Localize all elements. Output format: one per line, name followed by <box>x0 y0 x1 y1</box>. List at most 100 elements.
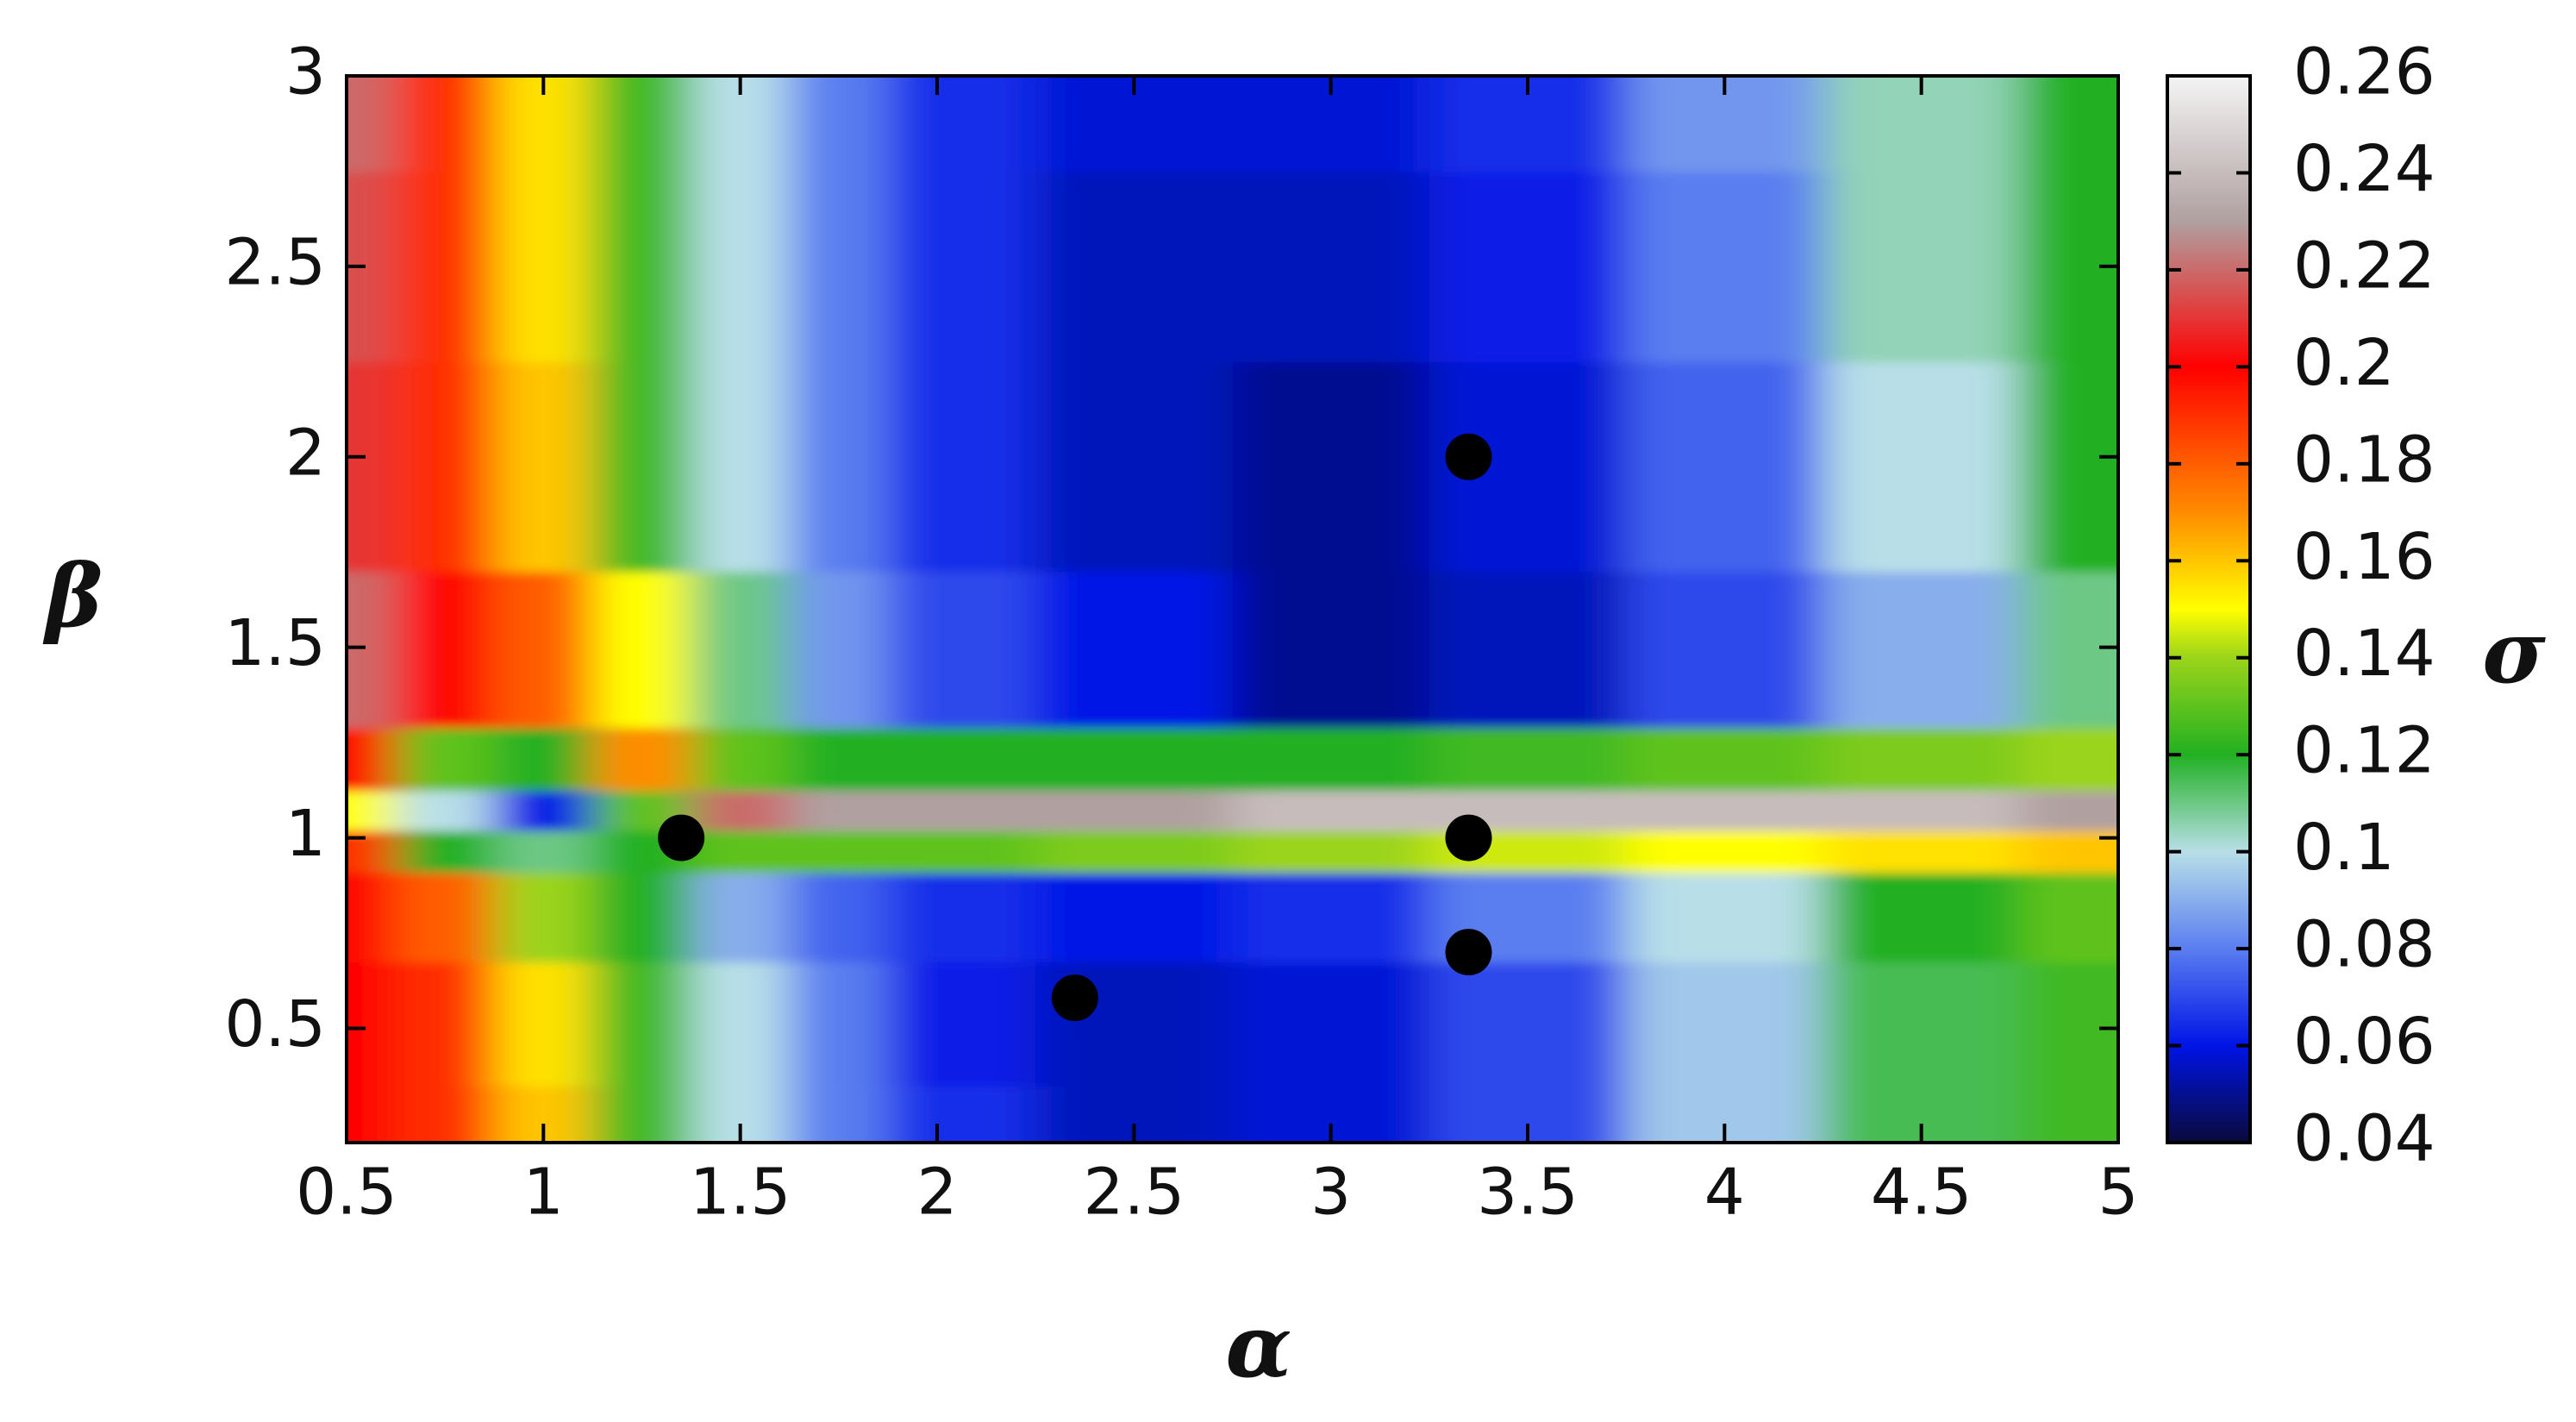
y-tick-label: 3 <box>285 35 326 110</box>
plot-frame <box>345 74 2120 1144</box>
heat-cell <box>2019 76 2118 172</box>
heat-cell <box>592 727 692 792</box>
x-axis-label: α <box>1226 1295 1292 1397</box>
heat-cell <box>1626 76 1824 172</box>
heat-cell <box>887 571 1037 729</box>
heat-cell <box>347 361 397 573</box>
heat-cell <box>1429 962 1628 1087</box>
heat-cell <box>789 872 889 963</box>
foreground: 0.5 1 1.5 2 2.5 3 3.5 4 4.5 5 0.5 1 1.5 2 2.5 3 0.04 0.06… <box>224 35 2435 1230</box>
point <box>1051 974 1098 1022</box>
heat-cell <box>494 830 594 874</box>
heat-cell <box>1429 571 1628 729</box>
heat-cell <box>2019 872 2118 963</box>
heat-cell <box>1823 962 2021 1087</box>
heat-cell <box>789 962 889 1087</box>
heat-cell <box>592 962 692 1087</box>
colorbar-tick-label: 0.2 <box>2293 326 2395 400</box>
heat-cell <box>887 830 1037 874</box>
heat-cell <box>887 171 1037 363</box>
x-tick-label: 2 <box>916 1156 957 1230</box>
heat-cell <box>396 76 496 172</box>
heat-cell <box>1429 76 1628 172</box>
heat-cell <box>1626 727 1824 792</box>
heat-cell <box>2019 962 2118 1087</box>
heat-cell <box>1232 790 1430 831</box>
heatmap-cells <box>347 76 2118 1143</box>
colorbar-tick-label: 0.16 <box>2293 520 2435 594</box>
colorbar-tick-label: 0.08 <box>2293 908 2435 982</box>
heat-cell <box>347 727 397 792</box>
heat-cell <box>592 1085 692 1143</box>
y-tick-label: 1 <box>285 797 326 871</box>
heat-cell <box>396 962 496 1087</box>
x-tick-label: 3 <box>1310 1156 1351 1230</box>
heat-cell <box>347 830 397 874</box>
heat-cell <box>347 790 397 831</box>
colorbar <box>2166 74 2252 1144</box>
heat-cell <box>396 361 496 573</box>
colorbar-tick-label: 0.24 <box>2293 132 2435 206</box>
colorbar-tick-label: 0.1 <box>2293 811 2395 885</box>
heat-cell <box>2019 790 2118 831</box>
heat-cell <box>1823 872 2021 963</box>
colorbar-tick-label: 0.26 <box>2293 35 2435 110</box>
heat-cell <box>1232 361 1430 573</box>
x-tick-label: 1.5 <box>690 1156 791 1230</box>
heat-cell <box>1035 830 1234 874</box>
heat-cell <box>1232 571 1430 729</box>
heat-cell <box>1626 830 1824 874</box>
heat-cell <box>1035 790 1234 831</box>
heat-cell <box>347 872 397 963</box>
heat-cell <box>1823 171 2021 363</box>
heat-cell <box>887 76 1037 172</box>
heat-cell <box>1626 872 1824 963</box>
heat-cell <box>347 571 397 729</box>
heat-cell <box>396 1085 496 1143</box>
heat-cell <box>691 571 791 729</box>
heat-cell <box>789 571 889 729</box>
heat-cell <box>1429 727 1628 792</box>
heat-cell <box>592 171 692 363</box>
heat-cell <box>494 171 594 363</box>
heat-cell <box>592 571 692 729</box>
heat-cell <box>396 790 496 831</box>
colorbar-tick-label: 0.06 <box>2293 1005 2435 1079</box>
heat-cell <box>1823 571 2021 729</box>
heat-cell <box>691 361 791 573</box>
heat-cell <box>1035 171 1234 363</box>
point <box>1445 929 1492 976</box>
heat-cell <box>1232 727 1430 792</box>
heat-cell <box>1035 76 1234 172</box>
heat-cell <box>2019 361 2118 573</box>
heat-cell <box>691 830 791 874</box>
colorbar-tick-label: 0.12 <box>2293 714 2435 788</box>
heat-cell <box>347 76 397 172</box>
heat-cell <box>1232 76 1430 172</box>
heat-cell <box>1626 171 1824 363</box>
heat-cell <box>592 872 692 963</box>
heat-cell <box>2019 571 2118 729</box>
heat-cell <box>347 1085 397 1143</box>
heat-cell <box>887 872 1037 963</box>
y-axis-label: β <box>42 545 103 647</box>
heat-cell <box>1626 571 1824 729</box>
heat-cell <box>887 962 1037 1087</box>
heat-cell <box>789 1085 889 1143</box>
heat-cell <box>396 727 496 792</box>
heat-cell <box>1823 361 2021 573</box>
heat-cell <box>1035 727 1234 792</box>
x-tick-label: 1 <box>523 1156 564 1230</box>
heat-cell <box>1823 830 2021 874</box>
x-tick-label: 4 <box>1704 1156 1745 1230</box>
heat-cell <box>592 76 692 172</box>
heat-cell <box>887 361 1037 573</box>
heat-cell <box>887 727 1037 792</box>
x-tick-label: 2.5 <box>1083 1156 1185 1230</box>
heat-cell <box>1035 361 1234 573</box>
x-tick-label: 3.5 <box>1477 1156 1579 1230</box>
heat-cell <box>396 872 496 963</box>
heat-cell <box>1232 171 1430 363</box>
point <box>658 814 705 861</box>
heat-cell <box>789 727 889 792</box>
